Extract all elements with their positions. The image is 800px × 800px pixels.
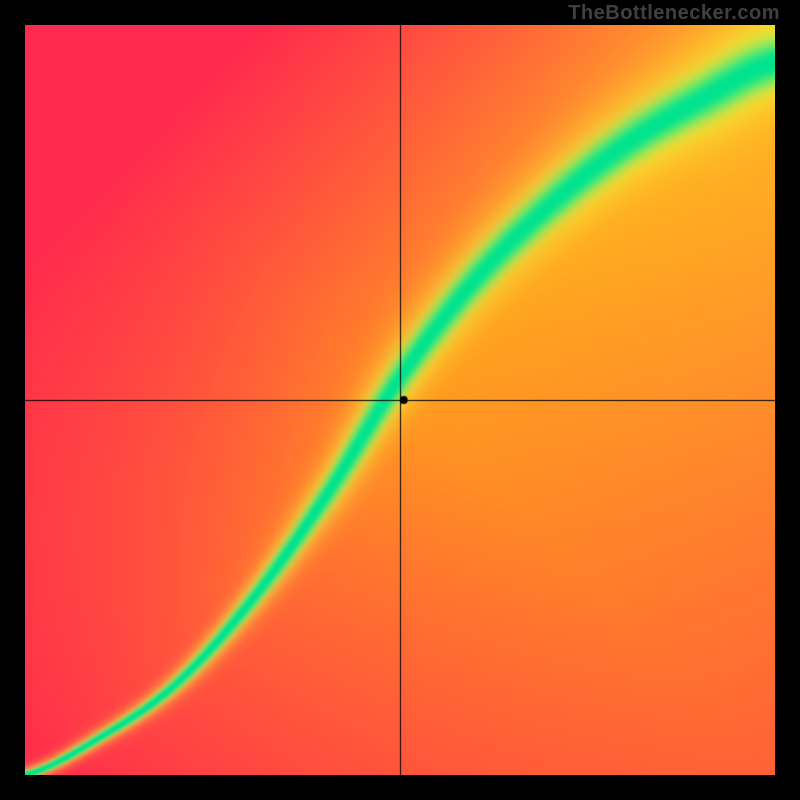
heatmap-canvas bbox=[25, 25, 775, 775]
watermark-text: TheBottlenecker.com bbox=[568, 2, 780, 25]
figure-container: TheBottlenecker.com bbox=[0, 0, 800, 800]
heatmap-plot bbox=[25, 25, 775, 775]
